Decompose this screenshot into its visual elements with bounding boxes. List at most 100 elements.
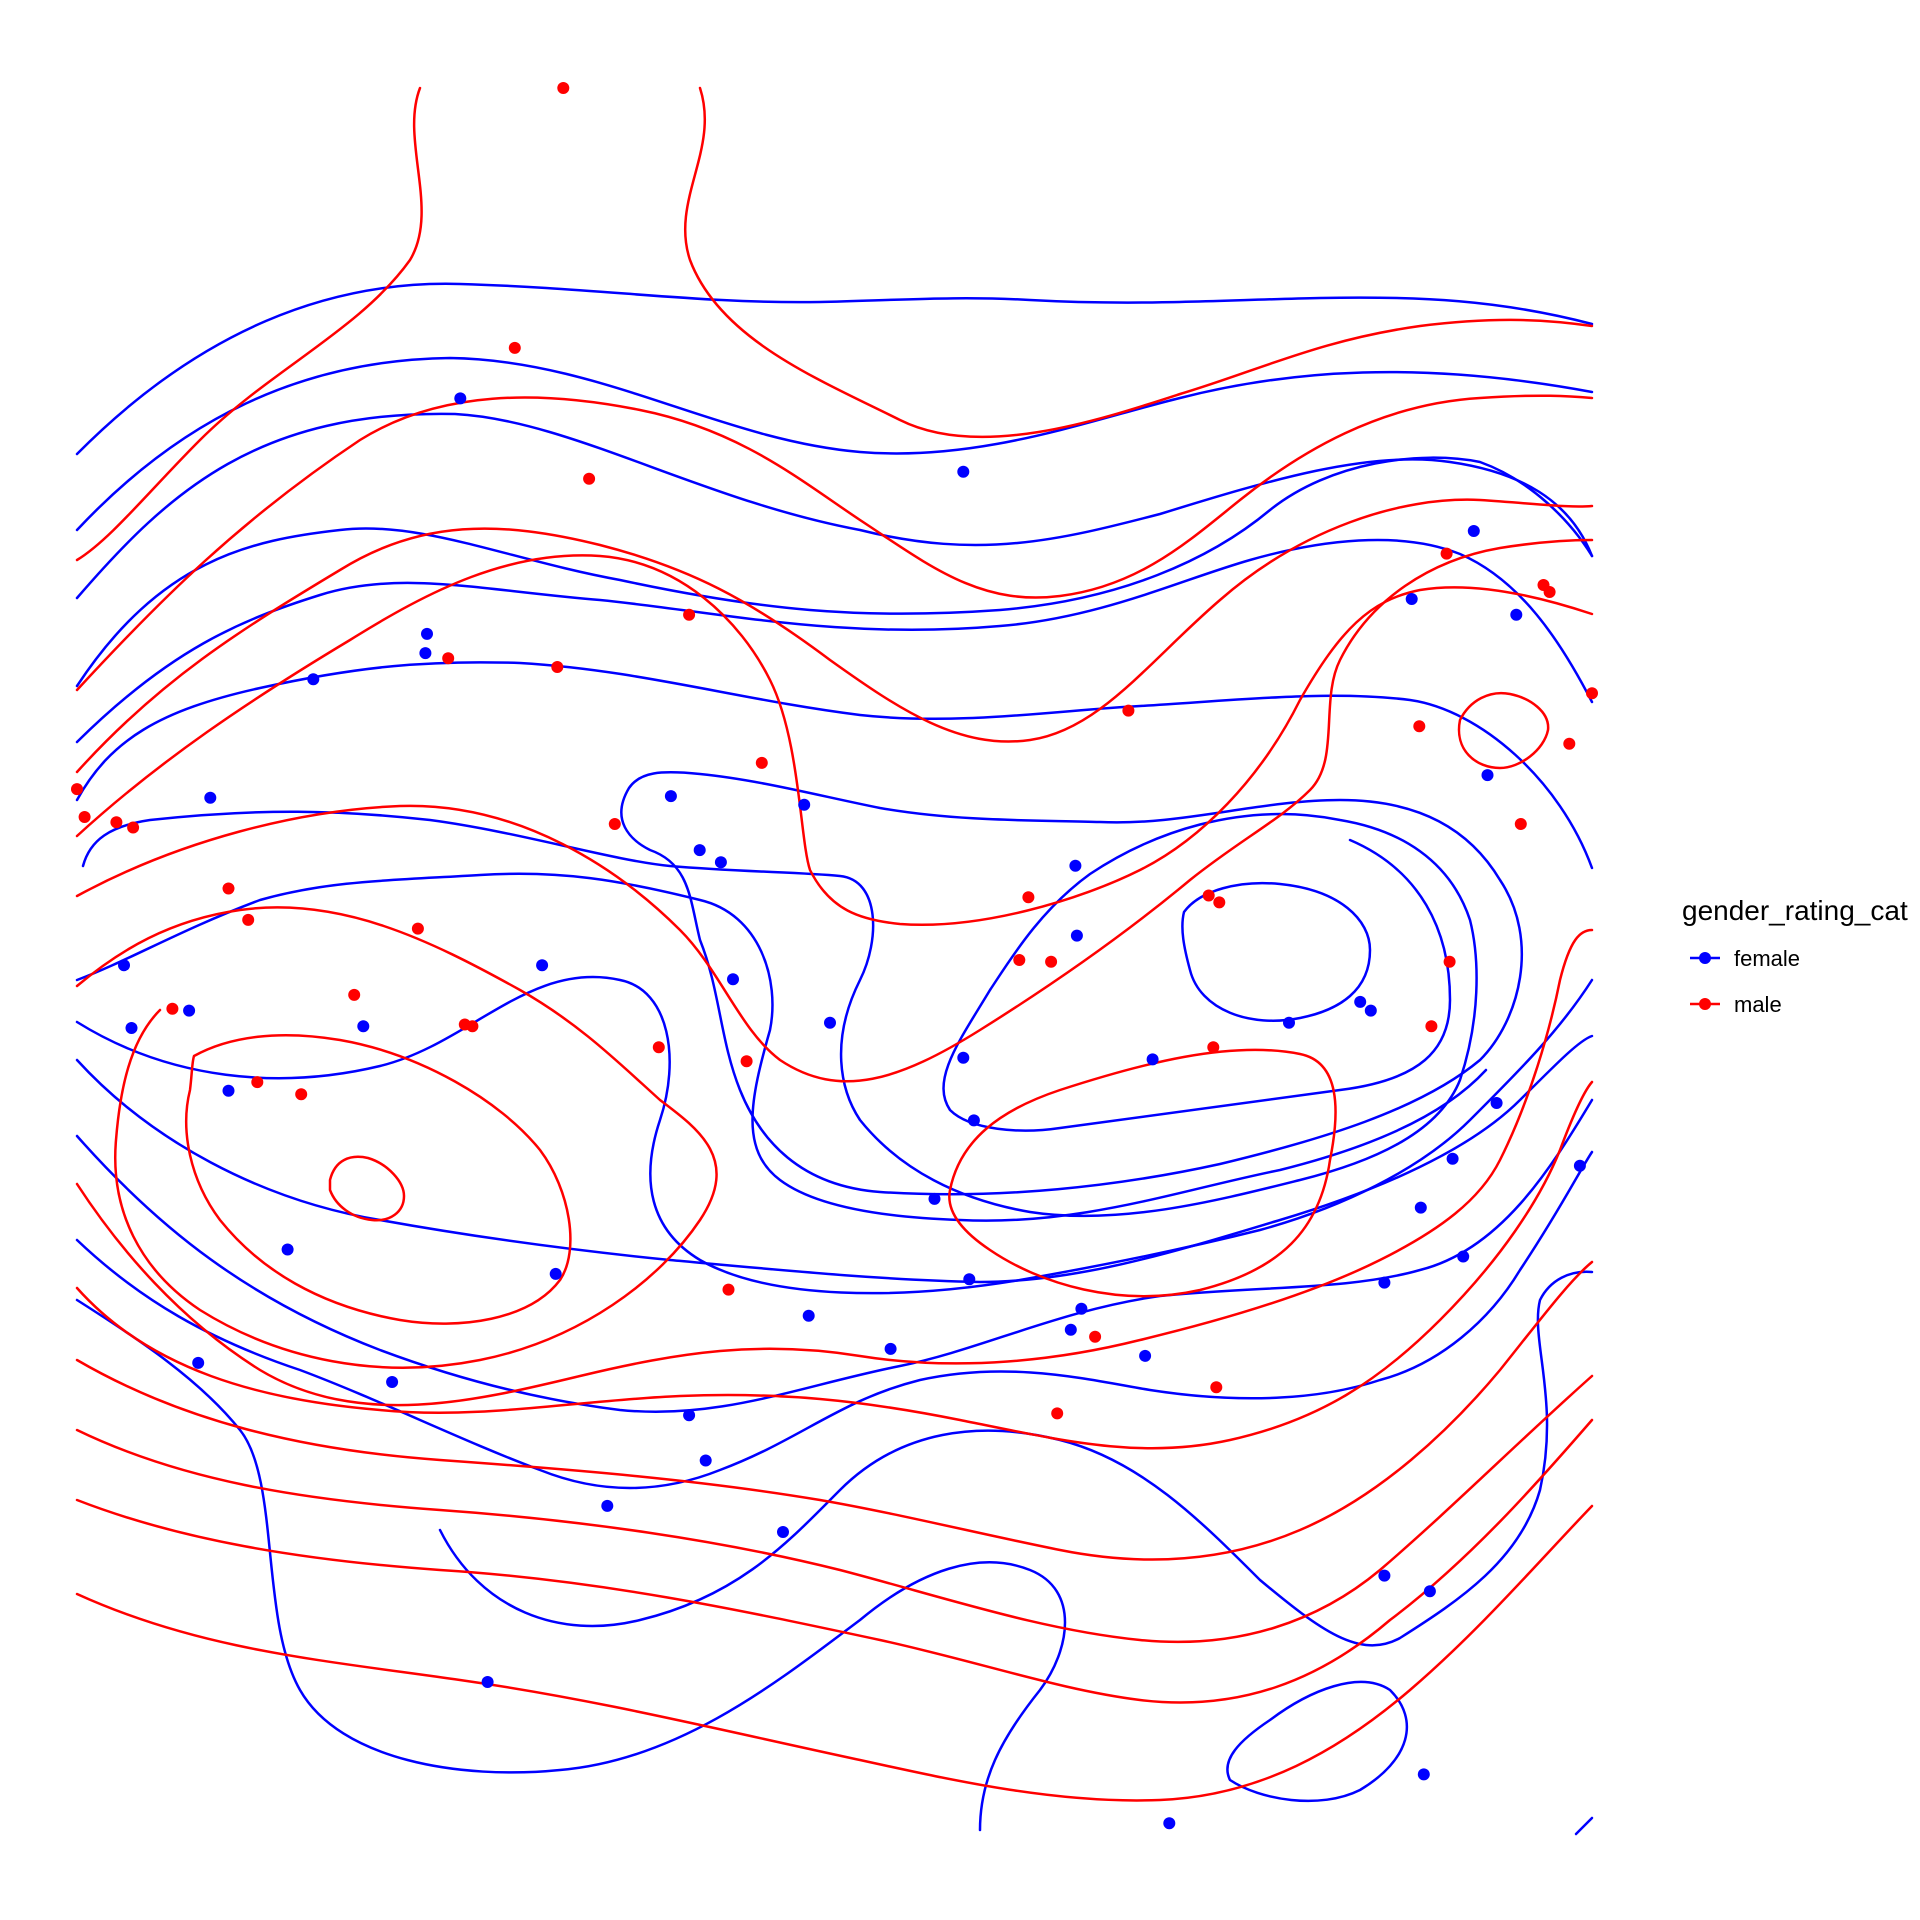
- male-point-15: [110, 816, 123, 829]
- female-point-13: [1069, 859, 1082, 872]
- male-point-16: [127, 821, 140, 834]
- points-layer: [71, 82, 1598, 1830]
- female-point-15: [204, 791, 217, 804]
- female-point-54: [1417, 1768, 1430, 1781]
- female-point-2: [1467, 525, 1480, 537]
- female-point-31: [967, 1114, 980, 1127]
- male-point-32: [652, 1041, 665, 1054]
- male-density-contours: [75, 86, 1594, 1802]
- male-point-11: [1413, 720, 1426, 733]
- male-point-21: [411, 922, 424, 935]
- male-point-14: [71, 783, 83, 796]
- male-point-2: [583, 472, 596, 485]
- female-point-48: [699, 1454, 712, 1467]
- male-point-1: [508, 341, 521, 354]
- female-point-40: [1075, 1302, 1088, 1315]
- male-point-20: [242, 913, 255, 926]
- male-point-5: [1543, 586, 1556, 598]
- male-point-41: [1210, 1381, 1223, 1394]
- female-point-28: [222, 1084, 235, 1097]
- female-point-35: [281, 1243, 294, 1256]
- female-point-27: [1146, 1053, 1159, 1066]
- female-point-7: [307, 673, 320, 686]
- female-point-37: [549, 1267, 562, 1280]
- female-point-26: [957, 1051, 970, 1064]
- female-point-36: [1457, 1250, 1470, 1263]
- male-point-7: [442, 652, 455, 665]
- male-point-9: [1586, 687, 1598, 700]
- male-point-10: [1122, 704, 1135, 717]
- female-point-33: [928, 1192, 941, 1205]
- female-point-11: [693, 844, 706, 857]
- plot-panel: [71, 82, 1598, 1836]
- male-point-38: [722, 1283, 735, 1296]
- male-point-40: [1051, 1407, 1064, 1420]
- male-point-30: [466, 1020, 479, 1033]
- male-point-33: [740, 1055, 753, 1068]
- male-point-31: [166, 1002, 179, 1015]
- female-point-19: [1354, 995, 1367, 1008]
- male-point-37: [295, 1088, 308, 1101]
- male-point-12: [1563, 737, 1576, 750]
- male-point-0: [557, 82, 570, 94]
- female-point-42: [1064, 1323, 1077, 1336]
- female-point-34: [1414, 1201, 1427, 1214]
- female-point-20: [1364, 1004, 1377, 1017]
- female-point-41: [802, 1309, 815, 1322]
- legend-item-male: male: [1690, 992, 1782, 1017]
- female-point-1: [957, 465, 970, 478]
- female-point-46: [1139, 1349, 1152, 1362]
- male-point-27: [1443, 955, 1456, 968]
- legend-item-female: female: [1690, 946, 1800, 971]
- male-point-34: [1207, 1041, 1220, 1054]
- female-point-22: [125, 1022, 138, 1034]
- female-point-45: [386, 1376, 399, 1388]
- female-point-14: [1070, 929, 1083, 942]
- male-point-28: [348, 988, 361, 1001]
- female-point-24: [824, 1016, 836, 1029]
- male-point-24: [1213, 896, 1226, 909]
- female-point-16: [536, 959, 549, 972]
- female-point-17: [118, 959, 130, 972]
- male-point-3: [1440, 547, 1453, 560]
- male-point-8: [551, 661, 564, 673]
- male-point-17: [608, 818, 621, 830]
- female-point-10: [798, 798, 811, 811]
- series-male-points: [71, 82, 1598, 1420]
- male-point-39: [1089, 1330, 1102, 1343]
- female-point-6: [419, 647, 432, 660]
- female-point-52: [1423, 1585, 1436, 1598]
- female-point-49: [601, 1499, 614, 1512]
- female-point-29: [1490, 1097, 1503, 1109]
- female-point-3: [1405, 593, 1418, 605]
- male-point-42: [78, 811, 91, 823]
- female-point-18: [727, 973, 739, 986]
- male-point-36: [251, 1076, 264, 1089]
- legend-label-male: male: [1734, 992, 1782, 1017]
- female-point-25: [1283, 1016, 1295, 1029]
- legend-key-male-dot: [1699, 998, 1711, 1010]
- female-point-0: [454, 392, 467, 405]
- female-point-30: [1446, 1152, 1459, 1165]
- female-point-50: [777, 1526, 789, 1538]
- female-point-47: [683, 1409, 696, 1422]
- male-point-35: [1425, 1020, 1438, 1033]
- legend-key-female-dot: [1699, 952, 1711, 964]
- series-female-points: [118, 392, 1586, 1830]
- female-point-51: [1378, 1569, 1391, 1582]
- male-point-19: [222, 882, 235, 895]
- male-point-6: [683, 608, 696, 621]
- male-point-18: [1514, 818, 1527, 830]
- female-point-12: [714, 856, 727, 869]
- female-point-44: [192, 1356, 205, 1369]
- female-point-53: [481, 1676, 494, 1688]
- female-point-5: [421, 627, 433, 640]
- female-point-55: [1163, 1817, 1176, 1830]
- female-point-38: [963, 1273, 976, 1286]
- female-point-39: [1378, 1276, 1391, 1289]
- male-point-22: [1022, 891, 1035, 904]
- legend-label-female: female: [1734, 946, 1800, 971]
- legend-title: gender_rating_cat: [1682, 895, 1908, 926]
- female-point-43: [884, 1342, 897, 1355]
